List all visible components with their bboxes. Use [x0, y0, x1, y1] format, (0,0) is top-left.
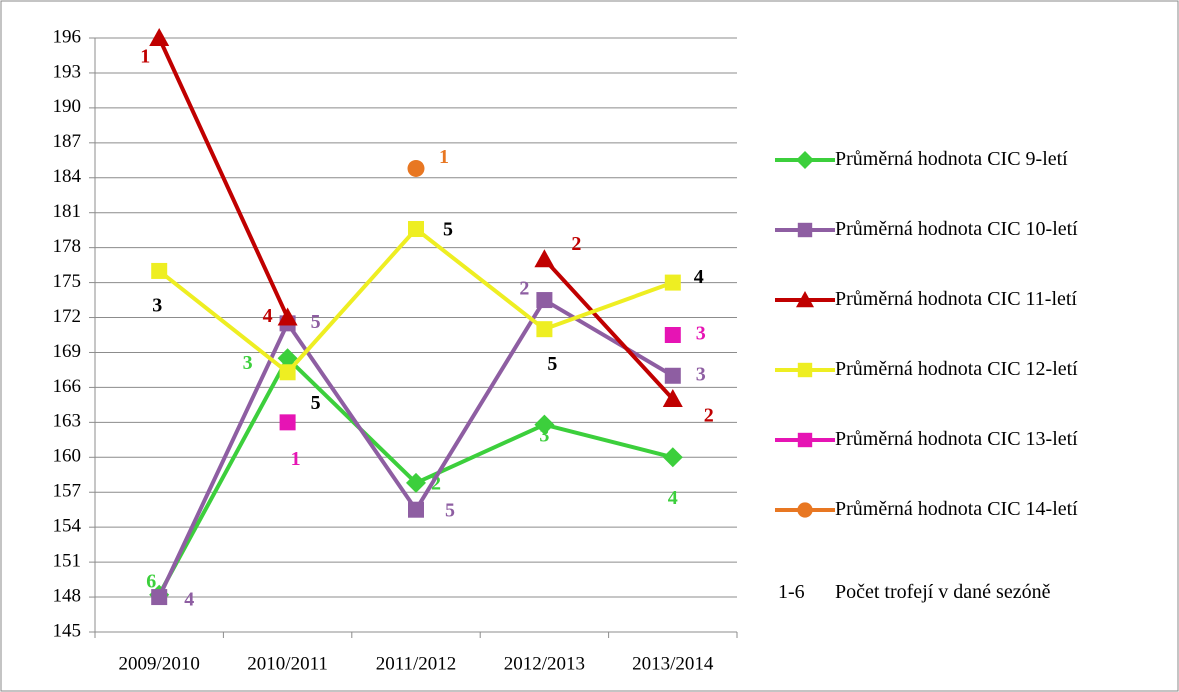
y-tick-label: 184	[53, 166, 82, 187]
y-tick-label: 157	[53, 481, 82, 502]
legend-marker	[797, 222, 813, 238]
trophy-count: 4	[694, 266, 704, 288]
trophy-count: 1	[140, 46, 150, 68]
y-tick-label: 169	[53, 341, 82, 362]
point	[279, 364, 296, 381]
trophy-count: 5	[547, 353, 557, 375]
point	[149, 28, 170, 46]
point	[534, 414, 555, 435]
y-tick-label: 181	[53, 201, 82, 222]
legend-marker	[797, 502, 813, 518]
point	[408, 501, 424, 518]
trophy-count: 4	[668, 487, 678, 509]
point	[407, 159, 425, 177]
trophy-count: 3	[696, 323, 706, 345]
trophy-count: 5	[443, 219, 453, 241]
series-line	[157, 37, 675, 401]
legend-note-text: Počet trofejí v dané sezóně	[835, 581, 1051, 603]
point	[664, 327, 681, 343]
y-tick-label: 160	[53, 446, 82, 467]
trophy-count: 5	[311, 311, 321, 333]
point	[279, 414, 296, 431]
legend-marker	[796, 151, 814, 169]
point	[408, 221, 424, 238]
trophy-count: 3	[539, 424, 549, 446]
trophy-count: 3	[243, 352, 253, 374]
trophy-count: 2	[519, 278, 529, 300]
legend-marker	[797, 362, 813, 378]
point	[664, 367, 681, 384]
point	[534, 249, 555, 268]
y-tick-label: 151	[53, 550, 82, 571]
point	[277, 307, 298, 326]
y-tick-label: 190	[53, 96, 82, 117]
legend-label: Průměrná hodnota CIC 14-letí	[835, 498, 1078, 520]
trophy-count: 3	[696, 363, 706, 385]
y-tick-label: 196	[53, 26, 82, 47]
point	[406, 472, 426, 493]
y-tick-label: 193	[53, 61, 82, 82]
x-tick-label: 2009/2010	[119, 653, 200, 674]
legend-label: Průměrná hodnota CIC 9-letí	[835, 148, 1068, 170]
x-tick-label: 2010/2011	[247, 653, 328, 674]
x-tick-label: 2013/2014	[632, 653, 714, 674]
y-tick-label: 187	[53, 131, 82, 152]
trophy-count: 2	[704, 405, 714, 427]
legend-note-key: 1-6	[778, 581, 805, 603]
x-tick-label: 2012/2013	[504, 653, 585, 674]
trophy-count: 6	[146, 570, 156, 592]
y-tick-label: 166	[53, 376, 82, 397]
y-tick-label: 178	[53, 236, 82, 257]
point	[536, 292, 553, 309]
trophy-count: 1	[439, 146, 449, 168]
point	[662, 447, 683, 468]
y-tick-label: 172	[53, 306, 82, 327]
trophy-count: 4	[184, 589, 194, 611]
trophy-count: 2	[431, 473, 441, 495]
y-tick-label: 145	[53, 620, 82, 641]
y-tick-label: 175	[53, 271, 82, 292]
legend-label: Průměrná hodnota CIC 12-letí	[835, 358, 1078, 380]
point	[664, 274, 681, 291]
trophy-count: 3	[152, 295, 162, 317]
y-tick-label: 163	[53, 411, 82, 432]
y-tick-label: 154	[53, 516, 82, 537]
point	[151, 589, 168, 606]
legend-marker	[796, 291, 814, 308]
legend-label: Průměrná hodnota CIC 13-letí	[835, 428, 1078, 450]
trophy-count: 5	[445, 499, 455, 521]
x-tick-label: 2011/2012	[376, 653, 457, 674]
point	[151, 262, 168, 279]
trophy-count: 2	[571, 233, 581, 255]
point	[536, 321, 553, 338]
legend-marker	[797, 432, 813, 448]
y-tick-label: 148	[53, 585, 82, 606]
point	[662, 389, 683, 408]
trophy-count: 4	[263, 305, 273, 327]
point	[277, 348, 298, 369]
trophy-count: 5	[311, 392, 321, 414]
legend-label: Průměrná hodnota CIC 11-letí	[835, 288, 1077, 310]
legend-label: Průměrná hodnota CIC 10-letí	[835, 218, 1078, 240]
trophy-count: 1	[291, 448, 301, 470]
